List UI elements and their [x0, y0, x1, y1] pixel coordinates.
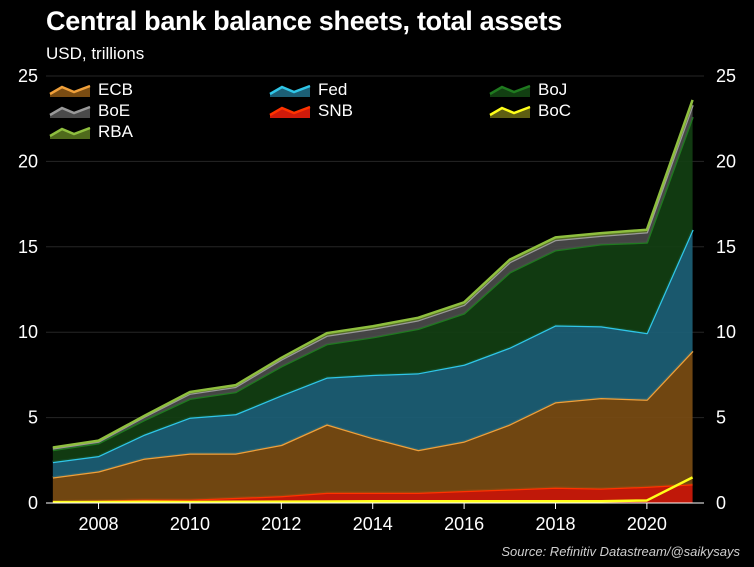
area-fed: [52, 229, 693, 478]
line-rba: [52, 99, 694, 449]
chart-subtitle: USD, trillions: [46, 44, 145, 63]
y-tick-label-right: 5: [716, 408, 726, 428]
chart-title: Central bank balance sheets, total asset…: [46, 6, 562, 36]
legend-line-ecb: [49, 84, 91, 96]
line-ecb: [52, 350, 694, 479]
y-tick-label-left: 0: [28, 493, 38, 513]
legend-line-boe: [49, 105, 91, 117]
y-tick-label-right: 25: [716, 66, 736, 86]
legend-label-boe: BoE: [98, 101, 130, 120]
y-tick-label-right: 10: [716, 322, 736, 342]
line-boc: [52, 476, 694, 504]
x-tick-label: 2010: [170, 514, 210, 534]
x-tick-label: 2008: [79, 514, 119, 534]
x-tick-label: 2016: [444, 514, 484, 534]
y-tick-label-right: 20: [716, 151, 736, 171]
x-tick-label: 2018: [535, 514, 575, 534]
y-tick-label-left: 25: [18, 66, 38, 86]
x-tick-label: 2014: [353, 514, 393, 534]
legend-label-snb: SNB: [318, 101, 353, 120]
legend-line-boc: [489, 105, 531, 117]
source-note: Source: Refinitiv Datastream/@saikysays: [501, 544, 740, 559]
legend-line-snb: [269, 105, 311, 117]
legend-label-fed: Fed: [318, 80, 347, 99]
legend-label-rba: RBA: [98, 122, 134, 141]
legend-label-boc: BoC: [538, 101, 571, 120]
y-tick-label-right: 0: [716, 493, 726, 513]
legend-line-fed: [269, 84, 311, 96]
x-tick-label: 2012: [261, 514, 301, 534]
area-ecb: [52, 350, 693, 502]
y-tick-label-right: 15: [716, 237, 736, 257]
y-tick-label-left: 20: [18, 151, 38, 171]
y-tick-label-left: 15: [18, 237, 38, 257]
legend-label-ecb: ECB: [98, 80, 133, 99]
legend-label-boj: BoJ: [538, 80, 567, 99]
y-tick-label-left: 5: [28, 408, 38, 428]
x-tick-label: 2020: [627, 514, 667, 534]
y-tick-label-left: 10: [18, 322, 38, 342]
legend-line-boj: [489, 84, 531, 96]
legend-line-rba: [49, 126, 91, 138]
area-boj: [52, 116, 693, 463]
